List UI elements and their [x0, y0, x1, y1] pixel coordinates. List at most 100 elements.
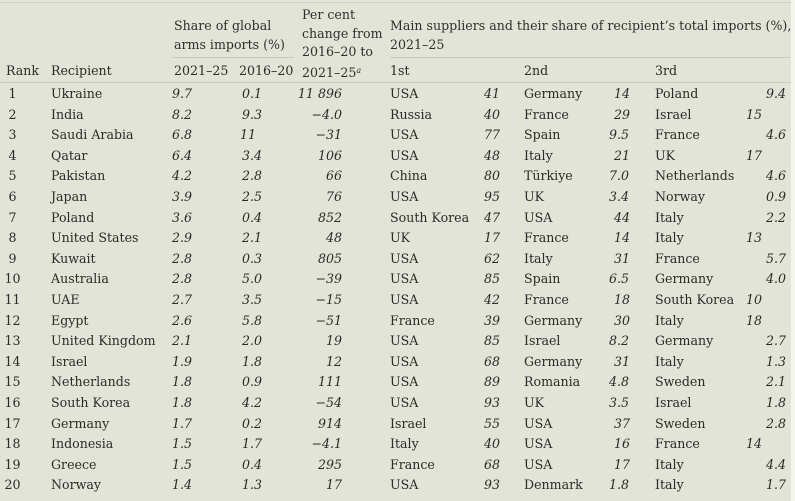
supplier-2nd-share: 31 [614, 353, 631, 369]
supplier-2nd-share: 14 [614, 230, 631, 246]
change-header-period: 2021–25 [302, 65, 357, 80]
percent-change-cell: −4.0 [311, 106, 342, 122]
supplier-2nd-share: 3.4 [608, 188, 629, 204]
change-header-line4: 2021–25a [302, 62, 383, 83]
supplier-1st-share: 93 [483, 477, 500, 493]
supplier-2nd-share: 44 [614, 209, 631, 225]
supplier-1st-name: France [390, 456, 435, 472]
percent-change-cell: −31 [315, 127, 342, 143]
supplier-3rd-name: Italy [655, 477, 684, 493]
supplier-2nd-share: 37 [614, 415, 631, 431]
suppliers-header-line1: Main suppliers and their share of recipi… [390, 18, 792, 33]
rank-cell: 17 [4, 415, 21, 431]
supplier-3rd-share: 5.7 [765, 250, 786, 266]
share-2016-20-cell: 2.1 [241, 230, 262, 246]
supplier-3rd-name: Norway [655, 188, 706, 204]
percent-change-cell: 76 [325, 188, 342, 204]
supplier-3rd-share: 15 [746, 106, 763, 122]
share-2016-20-cell: 0.9 [241, 374, 262, 390]
table-row: 13 United Kingdom 2.1 2.0 19 USA 85 Israel 8.2 Ge… [0, 331, 791, 352]
table-body: 1 Ukraine 9.7 0.1 11 896 USA 41 Germany 14 Poland… [0, 84, 791, 496]
supplier-3rd-share: 18 [746, 312, 763, 328]
percent-change-cell: 106 [317, 147, 342, 163]
supplier-1st-name: USA [390, 147, 419, 163]
rank-cell: 1 [8, 86, 17, 101]
share-2021-25-cell: 2.6 [171, 312, 192, 328]
share-2021-25-cell: 1.8 [171, 394, 192, 410]
rank-cell: 18 [4, 436, 21, 452]
table-row: 16 South Korea 1.8 4.2 −54 USA 93 UK 3.5 Israel 1.… [0, 393, 791, 414]
recipient-cell: United Kingdom [51, 333, 156, 349]
percent-change-cell: −15 [315, 291, 342, 307]
supplier-1st-name: USA [390, 333, 419, 349]
recipient-cell: Japan [51, 188, 88, 204]
recipient-cell: South Korea [51, 394, 131, 410]
supplier-3rd-share: 4.6 [765, 168, 786, 184]
supplier-1st-share: 85 [483, 271, 500, 287]
recipient-cell: Germany [51, 415, 110, 431]
percent-change-cell: 17 [325, 477, 342, 493]
supplier-3rd-share: 13 [746, 230, 763, 246]
percent-change-cell: 11 896 [297, 86, 342, 101]
share-2021-25-cell: 2.8 [171, 271, 192, 287]
rank-cell: 6 [8, 188, 17, 204]
supplier-3rd-share: 4.0 [765, 271, 786, 287]
table-row: 14 Israel 1.9 1.8 12 USA 68 Germany 31 Italy 1.3 [0, 352, 791, 373]
supplier-1st-share: 80 [483, 168, 500, 184]
supplier-1st-name: Italy [390, 436, 419, 452]
supplier-2nd-share: 3.5 [608, 394, 629, 410]
page-right-edge [791, 0, 795, 501]
share-group-header-line2: arms imports (%) [174, 36, 285, 52]
share-2016-20-cell: 2.0 [241, 333, 262, 349]
share-group-header: Share of global arms imports (%) [174, 17, 285, 54]
share-2016-20-cell: 0.1 [241, 86, 262, 101]
share-2021-25-cell: 2.9 [171, 230, 192, 246]
table-row: 9 Kuwait 2.8 0.3 805 USA 62 Italy 31 France 5.7 [0, 249, 791, 270]
share-2021-25-cell: 1.8 [171, 374, 192, 390]
supplier-1st-name: USA [390, 127, 419, 143]
recipient-cell: Greece [51, 456, 97, 472]
rank-cell: 7 [8, 209, 17, 225]
share-2021-25-cell: 3.9 [171, 188, 192, 204]
supplier-1st-name: USA [390, 291, 419, 307]
supplier-3rd-share: 10 [746, 291, 763, 307]
footnote-marker: a [356, 66, 362, 75]
share-2016-20-cell: 1.8 [241, 353, 262, 369]
supplier-1st-share: 68 [483, 353, 500, 369]
supplier-1st-name: Russia [390, 106, 433, 122]
supplier-3rd-share: 17 [746, 147, 763, 163]
recipient-cell: Netherlands [51, 374, 131, 390]
percent-change-cell: 111 [317, 374, 342, 390]
supplier-1st-name: USA [390, 188, 419, 204]
share-2021-25-cell: 8.2 [171, 106, 192, 122]
supplier-2nd-name: UK [524, 394, 545, 410]
table-row: 11 UAE 2.7 3.5 −15 USA 42 France 18 South Korea 10 [0, 290, 791, 311]
supplier-2nd-name: Romania [524, 374, 581, 390]
supplier-1st-share: 55 [483, 415, 500, 431]
rank-cell: 16 [4, 394, 21, 410]
supplier-3rd-name: France [655, 127, 700, 143]
rank-cell: 14 [4, 353, 21, 369]
supplier-2nd-name: USA [524, 436, 553, 452]
supplier-3rd-name: Sweden [655, 415, 706, 431]
supplier-1st-share: 85 [483, 333, 500, 349]
recipient-cell: Kuwait [51, 250, 96, 266]
supplier-3rd-name: Germany [655, 271, 714, 287]
supplier-1st-name: UK [390, 230, 411, 246]
percent-change-cell: 66 [325, 168, 342, 184]
supplier-3rd-name: Germany [655, 333, 714, 349]
recipient-cell: Egypt [51, 312, 89, 328]
supplier-1st-share: 40 [483, 106, 500, 122]
recipient-cell: Poland [51, 209, 95, 225]
share-2021-25-cell: 1.9 [171, 353, 192, 369]
table-row: 3 Saudi Arabia 6.8 11 −31 USA 77 Spain 9.5 France… [0, 125, 791, 146]
supplier-1st-share: 89 [483, 374, 500, 390]
supplier-3rd-share: 9.4 [765, 86, 786, 101]
supplier-2nd-name: Türkiye [524, 168, 573, 184]
supplier-1st-name: USA [390, 374, 419, 390]
supplier-3rd-name: UK [655, 147, 676, 163]
recipient-cell: Norway [51, 477, 102, 493]
supplier-2nd-name: France [524, 106, 569, 122]
supplier-2nd-share: 18 [614, 291, 631, 307]
supplier-2nd-name: Italy [524, 250, 553, 266]
